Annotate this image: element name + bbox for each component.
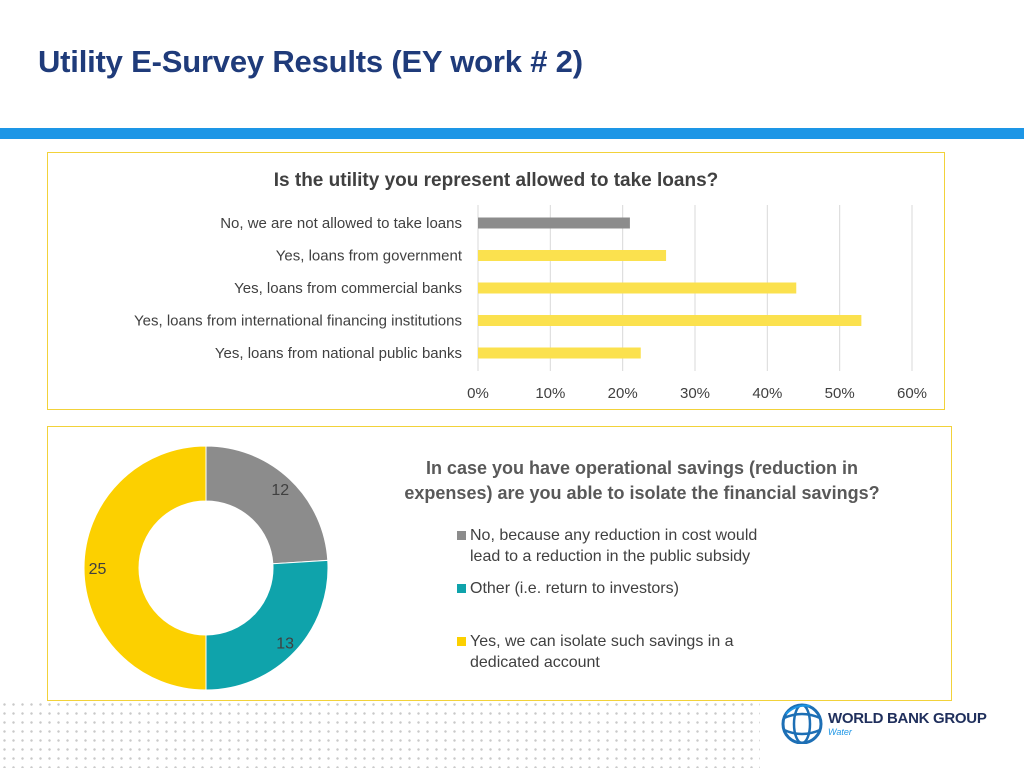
legend-swatch: [457, 531, 466, 540]
donut-chart: 12 13 25 In case you have operational savin…: [83, 445, 880, 691]
page-title: Utility E-Survey Results (EY work # 2): [38, 44, 583, 79]
donut-chart-panel: 12 13 25 In case you have operational savin…: [47, 426, 952, 701]
category-label: Yes, loans from international financing …: [134, 313, 462, 330]
x-tick-label: 10%: [535, 385, 565, 402]
bar: [478, 217, 630, 229]
bar: [478, 250, 667, 261]
donut-slice: [205, 559, 329, 691]
legend-swatch: [457, 637, 466, 646]
globe-icon: [781, 703, 823, 745]
slice-label: 13: [276, 635, 294, 652]
legend-label: Yes, we can isolate such savings in a: [470, 633, 734, 650]
category-label: Yes, loans from government: [276, 248, 463, 265]
chart-title: expenses) are you able to isolate the fi…: [404, 483, 879, 503]
bar-chart: Is the utility you represent allowed to …: [134, 170, 927, 402]
x-tick-label: 50%: [825, 385, 855, 402]
bar: [478, 315, 862, 326]
donut-slice: [83, 445, 207, 691]
legend-label: dedicated account: [470, 654, 600, 671]
donut-slice: [205, 445, 329, 565]
title-rule: [0, 128, 1024, 139]
legend-swatch: [457, 584, 466, 593]
dot-pattern-decoration: [0, 700, 760, 768]
bar: [478, 282, 797, 294]
slice-label: 25: [89, 561, 107, 578]
slice-label: 12: [271, 482, 289, 499]
logo-subtext: Water: [828, 727, 852, 737]
category-label: No, we are not allowed to take loans: [220, 215, 462, 232]
world-bank-logo: WORLD BANK GROUP Water: [780, 700, 1010, 750]
legend-label: Other (i.e. return to investors): [470, 580, 679, 597]
legend-label: No, because any reduction in cost would: [470, 527, 757, 544]
x-tick-label: 0%: [467, 385, 489, 402]
category-label: Yes, loans from commercial banks: [234, 280, 462, 297]
bar-chart-panel: Is the utility you represent allowed to …: [47, 152, 945, 410]
logo-text: WORLD BANK GROUP: [828, 710, 987, 727]
x-tick-label: 40%: [752, 385, 782, 402]
bar: [478, 347, 641, 359]
x-tick-label: 60%: [897, 385, 927, 402]
x-tick-label: 20%: [608, 385, 638, 402]
legend-label: lead to a reduction in the public subsid…: [470, 548, 750, 565]
chart-title: In case you have operational savings (re…: [426, 458, 858, 478]
x-tick-label: 30%: [680, 385, 710, 402]
category-label: Yes, loans from national public banks: [215, 345, 462, 362]
chart-title: Is the utility you represent allowed to …: [274, 170, 719, 191]
